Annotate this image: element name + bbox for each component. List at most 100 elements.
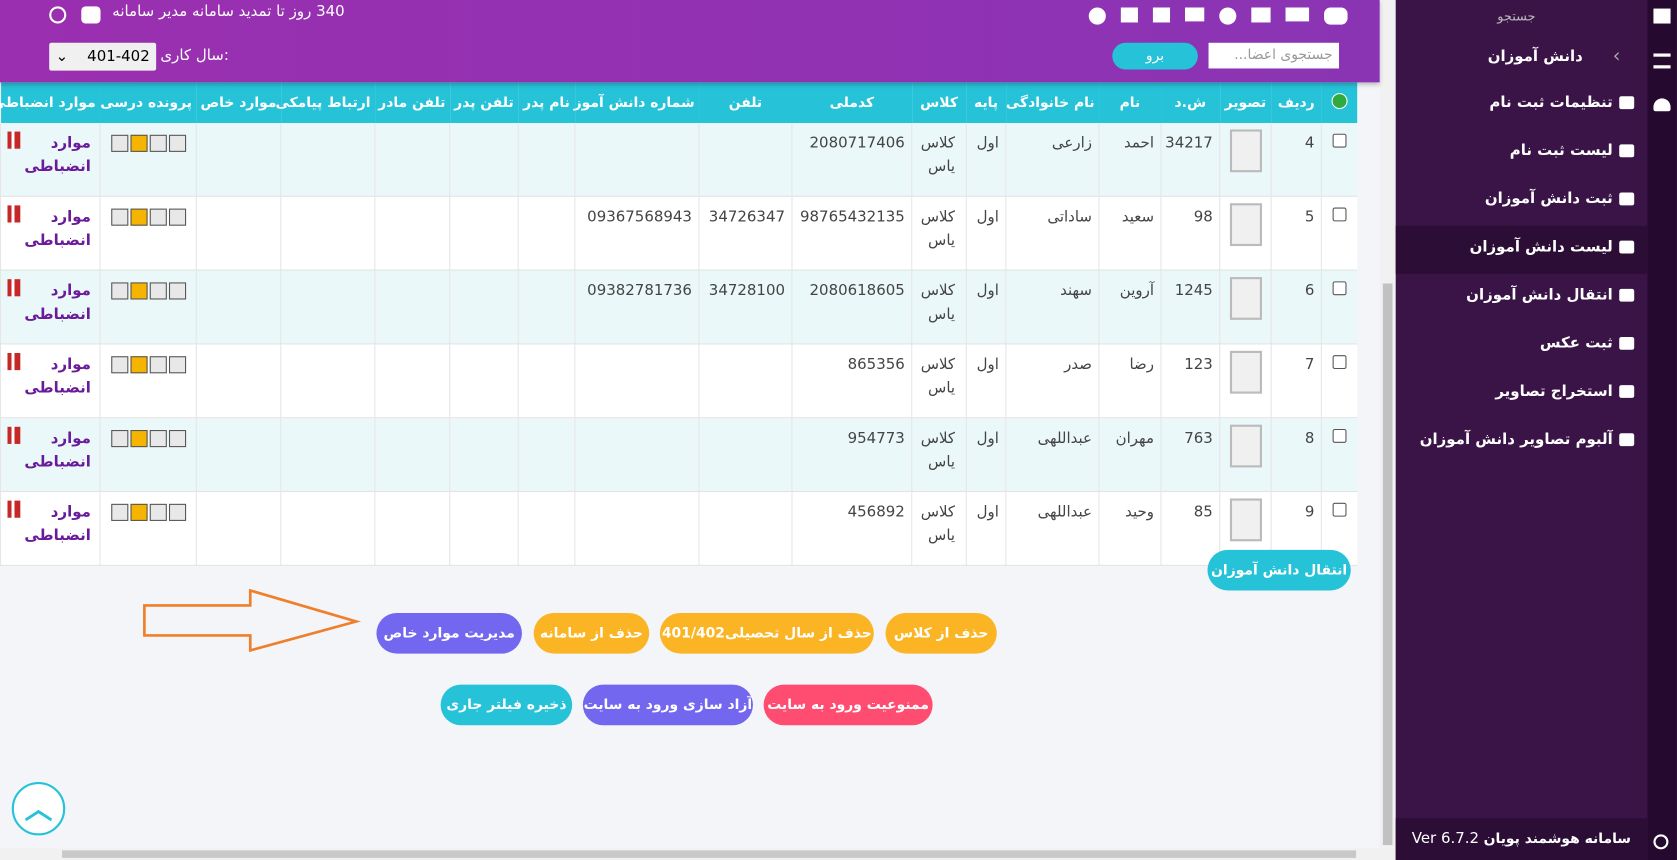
cell	[517, 417, 575, 493]
home-icon[interactable]	[1653, 8, 1671, 24]
file-icon[interactable]	[168, 134, 187, 152]
settings-icon[interactable]	[81, 6, 101, 24]
file-icon[interactable]	[168, 282, 187, 300]
file-icon[interactable]	[149, 430, 167, 448]
icon[interactable]	[1251, 7, 1271, 23]
file-icon[interactable]	[149, 503, 167, 521]
discipline-icon[interactable]	[7, 500, 21, 518]
row-checkbox[interactable]	[1332, 428, 1347, 443]
action-button[interactable]: انتقال دانش آموزان	[1207, 549, 1351, 591]
sidebar-search[interactable]: جستجو	[1497, 8, 1536, 24]
row-checkbox[interactable]	[1332, 281, 1347, 296]
icon[interactable]	[1185, 7, 1205, 22]
row-checkbox[interactable]	[1332, 502, 1347, 517]
file-icon[interactable]	[111, 208, 129, 226]
cell: 98	[1160, 196, 1220, 271]
notice: 340 روز تا تمدید سامانه مدیر سامانه	[112, 3, 345, 21]
discipline-icon[interactable]	[7, 131, 21, 149]
scroll-thumb[interactable]	[1382, 283, 1393, 846]
discipline-link[interactable]: موارد انضباطی	[24, 356, 91, 397]
search-input[interactable]: جستجوی اعضا...	[1208, 42, 1340, 69]
icon[interactable]	[1120, 7, 1138, 23]
cell	[449, 123, 519, 197]
file-icon[interactable]	[130, 356, 148, 374]
power-icon[interactable]	[49, 6, 67, 24]
table-row: 9 85 وحید عبداللهی اول کلاس یاس 456892 موارد ان…	[0, 491, 1357, 566]
action-button[interactable]: حذف از کلاس	[885, 612, 997, 654]
photo	[1229, 203, 1262, 247]
action-button[interactable]: حذف از سال تحصیلی401/402	[659, 612, 874, 654]
photo	[1229, 129, 1262, 173]
icon[interactable]	[1088, 7, 1106, 25]
file-icon[interactable]	[149, 134, 167, 152]
discipline-link[interactable]: موارد انضباطی	[24, 208, 91, 250]
file-icon[interactable]	[130, 430, 148, 448]
row-checkbox[interactable]	[1332, 355, 1347, 370]
scroll-top-button[interactable]: ︿	[11, 781, 66, 836]
icon[interactable]	[1219, 7, 1237, 25]
cell: کلاس یاس	[911, 196, 967, 271]
cell	[99, 417, 197, 493]
discipline-icon[interactable]	[7, 353, 21, 371]
cell: وحید	[1098, 491, 1161, 566]
menu-item[interactable]: استخراج تصاویر	[1495, 383, 1635, 400]
file-icon[interactable]	[111, 282, 129, 300]
power-icon[interactable]	[1653, 834, 1669, 850]
dashboard-icon[interactable]	[1653, 98, 1671, 112]
file-icon[interactable]	[149, 208, 167, 226]
file-icon[interactable]	[111, 430, 129, 448]
menu-item[interactable]: آلبوم تصاویر دانش آموزان	[1420, 431, 1635, 448]
select-all[interactable]	[1330, 92, 1348, 109]
action-button[interactable]: مدیریت موارد خاص	[376, 612, 522, 654]
discipline-link[interactable]: موارد انضباطی	[24, 430, 91, 471]
caret: ⌄	[55, 48, 69, 66]
row-checkbox[interactable]	[1332, 207, 1347, 222]
icon[interactable]	[1324, 7, 1348, 25]
sidebar-section[interactable]: دانش آموزان	[1487, 48, 1583, 66]
discipline-icon[interactable]	[7, 279, 21, 297]
action-button[interactable]: آزاد سازی ورود به سایت	[582, 684, 753, 726]
action-button[interactable]: ممنوعیت ورود به سایت	[763, 684, 933, 726]
menu-item[interactable]: لیست دانش آموزان	[1470, 239, 1635, 256]
menu-item[interactable]: انتقال دانش آموزان	[1466, 287, 1635, 304]
discipline-link[interactable]: موارد انضباطی	[24, 503, 91, 545]
discipline-icon[interactable]	[7, 426, 21, 444]
icon[interactable]	[1285, 7, 1310, 22]
v-scrollbar[interactable]	[1379, 0, 1396, 860]
file-icon[interactable]	[130, 134, 148, 152]
file-icon[interactable]	[111, 503, 129, 521]
menu-item[interactable]: ثبت عکس	[1540, 335, 1635, 352]
h-scrollbar[interactable]	[0, 848, 1380, 860]
cell	[195, 491, 281, 566]
file-icon[interactable]	[130, 282, 148, 300]
menu-item[interactable]: تنظیمات ثبت نام	[1489, 94, 1635, 111]
action-button[interactable]: حذف از سامانه	[533, 612, 650, 654]
file-icon[interactable]	[168, 208, 187, 226]
menu-item[interactable]: لیست ثبت نام	[1510, 142, 1635, 159]
file-icon[interactable]	[168, 356, 187, 374]
file-icon[interactable]	[168, 503, 187, 521]
scroll-thumb[interactable]	[62, 850, 1357, 858]
file-icon[interactable]	[168, 430, 187, 448]
file-icon[interactable]	[130, 503, 148, 521]
icon[interactable]	[1152, 7, 1171, 23]
discipline-icon[interactable]	[7, 205, 21, 223]
cell	[99, 123, 197, 197]
cell	[99, 343, 197, 419]
file-icon[interactable]	[111, 134, 129, 152]
row-checkbox[interactable]	[1332, 133, 1347, 148]
menu-icon[interactable]	[1653, 53, 1671, 69]
year-select[interactable]: 401-402 ⌄	[49, 42, 157, 71]
file-icon[interactable]	[111, 356, 129, 374]
cell: عبداللهی	[1005, 491, 1099, 566]
file-icon[interactable]	[149, 356, 167, 374]
action-button[interactable]: ذخیره فیلتر جاری	[440, 684, 573, 726]
search-button[interactable]: برو	[1112, 42, 1198, 70]
file-icon[interactable]	[149, 282, 167, 300]
cell	[449, 270, 519, 345]
discipline-link[interactable]: موارد انضباطی	[24, 134, 91, 176]
header-cell: ردیف	[1271, 82, 1322, 124]
file-icon[interactable]	[130, 208, 148, 226]
discipline-link[interactable]: موارد انضباطی	[24, 282, 91, 324]
menu-item[interactable]: ثبت دانش آموزان	[1485, 190, 1635, 208]
